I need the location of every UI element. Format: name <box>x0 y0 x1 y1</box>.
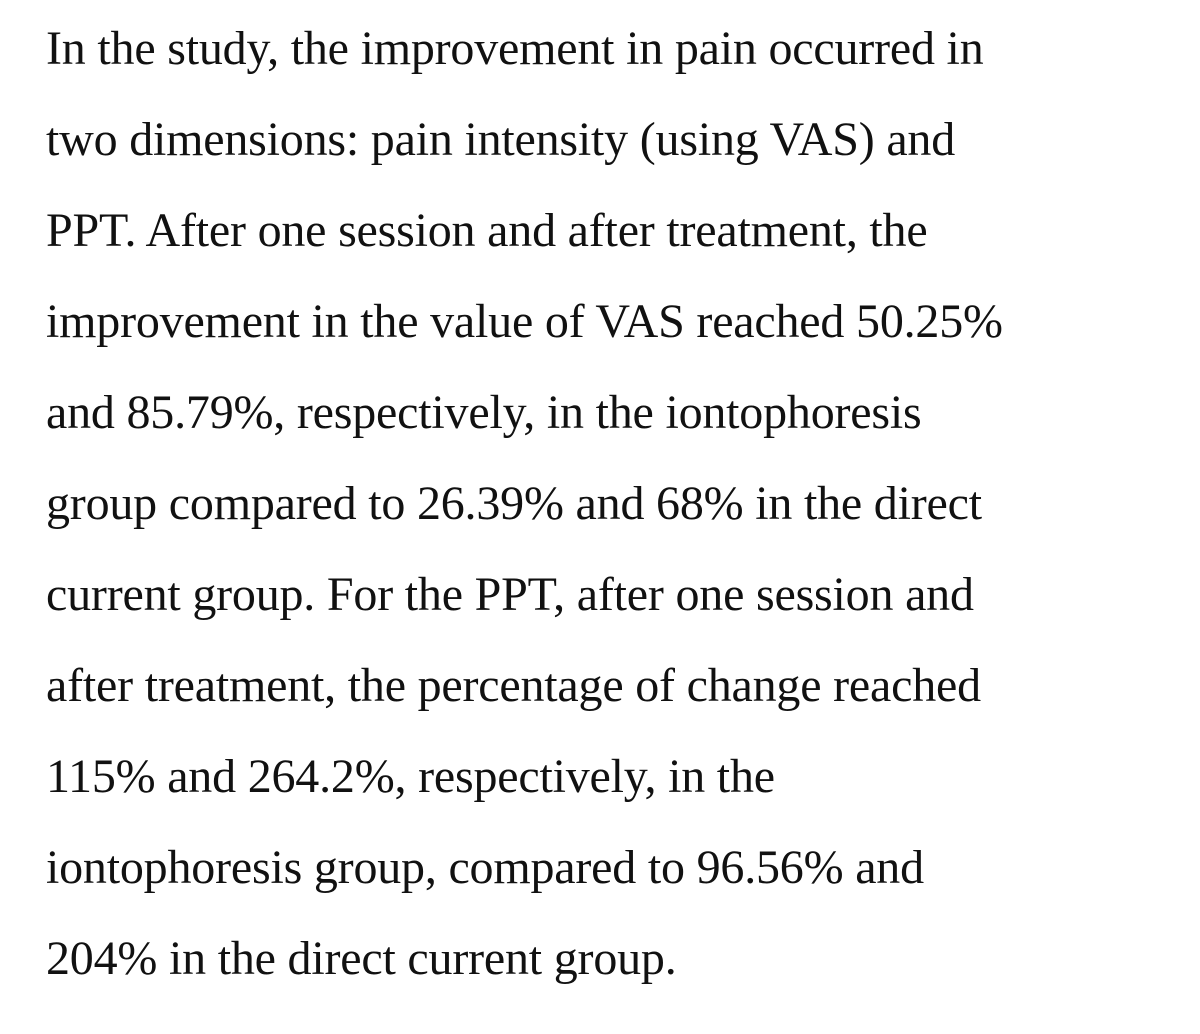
text-line: 204% in the direct current group. <box>46 932 677 985</box>
text-line: 115% and 264.2%, respectively, in the <box>46 750 775 803</box>
text-line: improvement in the value of VAS reached … <box>46 295 1003 348</box>
text-line: iontophoresis group, compared to 96.56% … <box>46 841 924 894</box>
text-line: after treatment, the percentage of chang… <box>46 659 981 712</box>
text-line: group compared to 26.39% and 68% in the … <box>46 477 982 530</box>
text-line: In the study, the improvement in pain oc… <box>46 22 984 75</box>
text-line: current group. For the PPT, after one se… <box>46 568 974 621</box>
text-line: PPT. After one session and after treatme… <box>46 204 928 257</box>
text-line: and 85.79%, respectively, in the iontoph… <box>46 386 922 439</box>
text-line: two dimensions: pain intensity (using VA… <box>46 113 956 166</box>
